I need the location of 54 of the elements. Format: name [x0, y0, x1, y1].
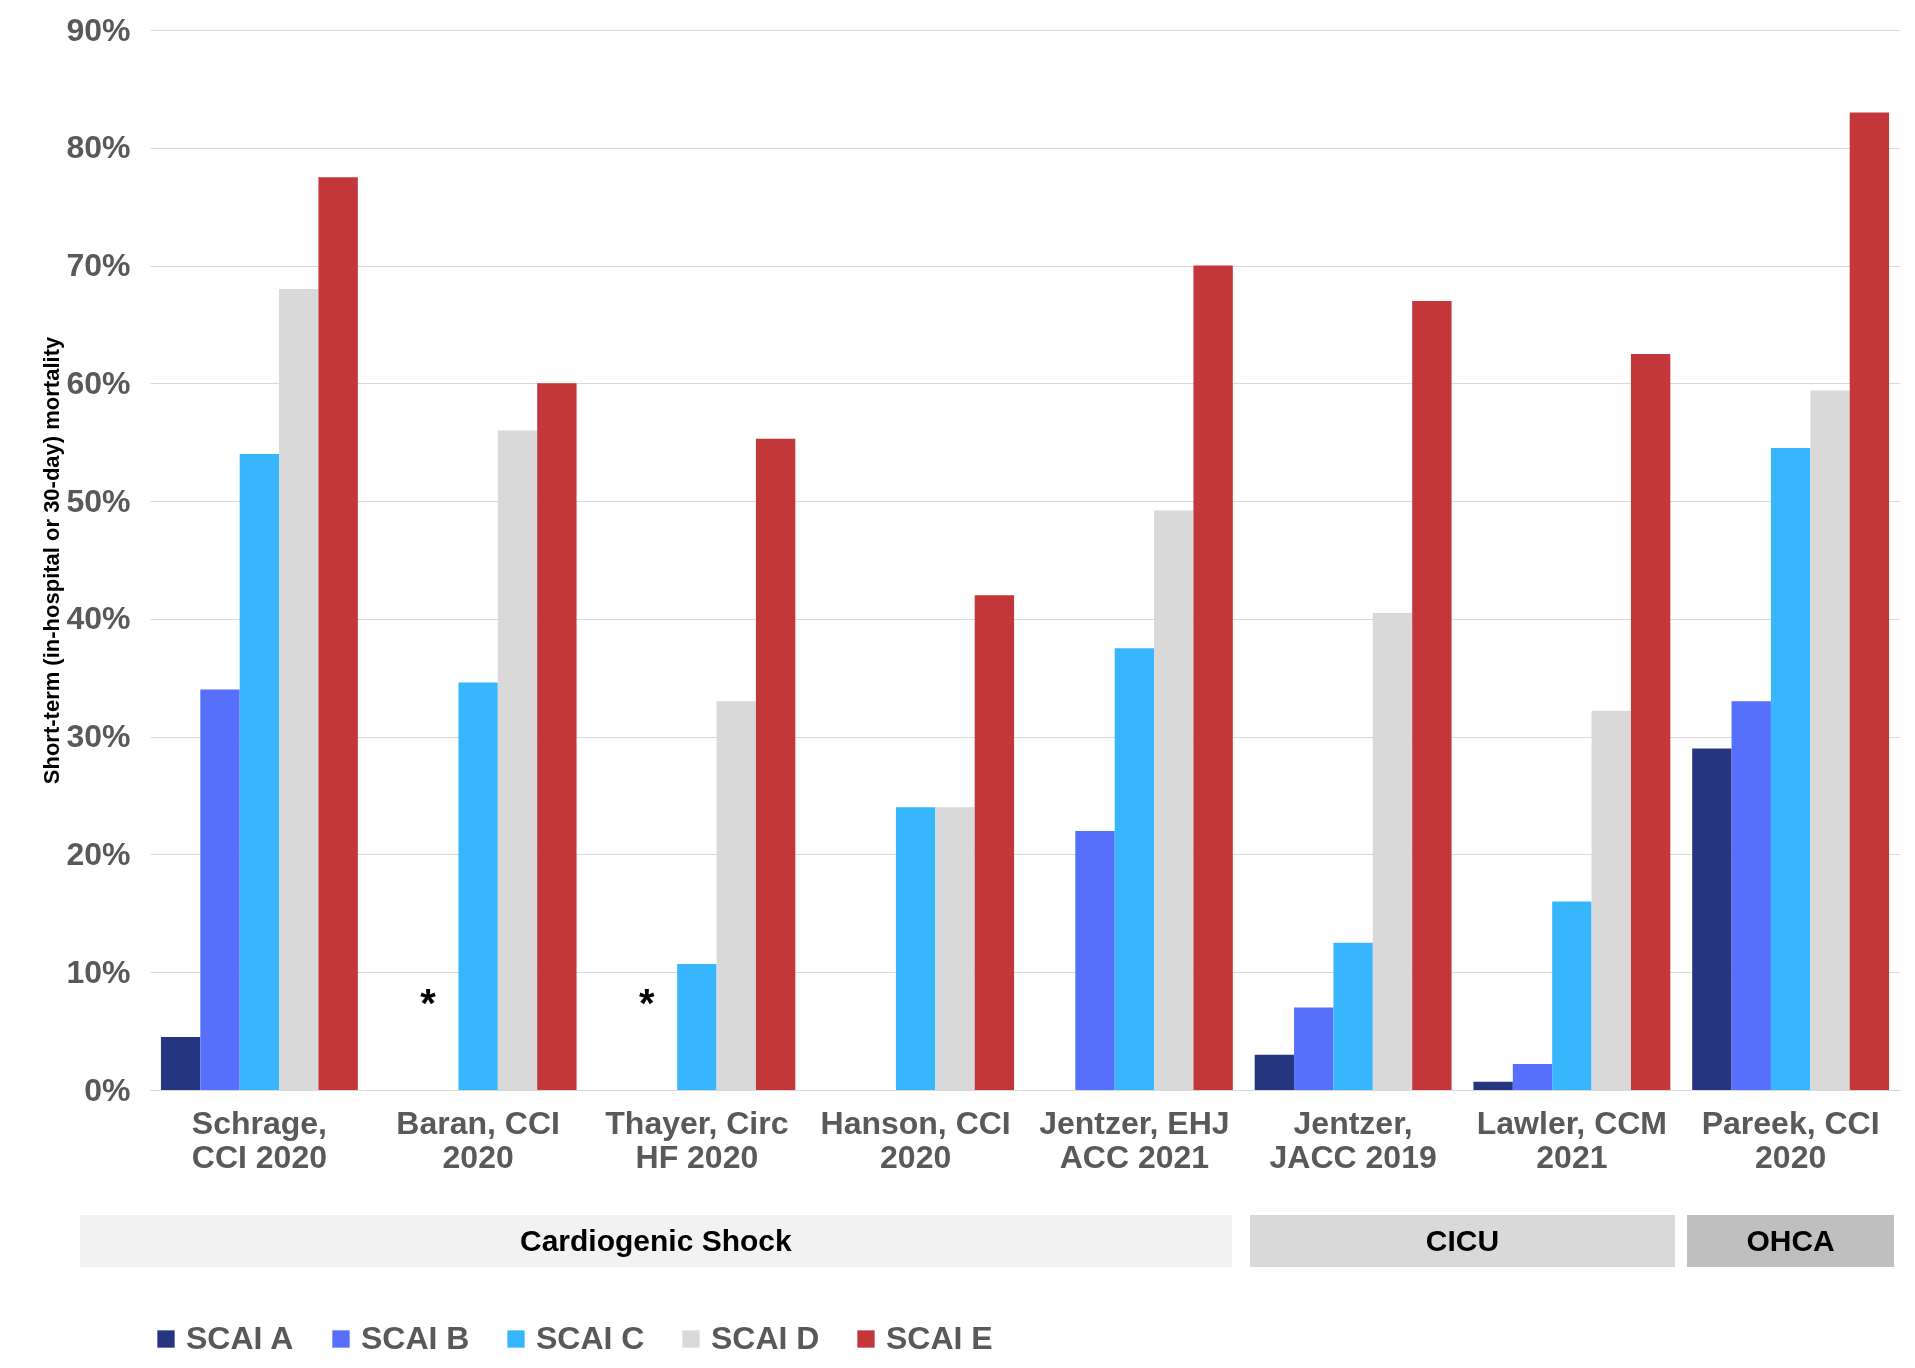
bar: [895, 807, 936, 1090]
bar: [1552, 901, 1592, 1090]
bar: [1849, 112, 1890, 1090]
x-tick-label: Thayer, Circ HF 2020: [605, 1104, 789, 1175]
x-tick-label: Pareek, CCI 2020: [1701, 1104, 1880, 1175]
y-tick-label: 0%: [84, 1071, 131, 1108]
x-tick-label: Jentzer, JACC 2019: [1269, 1104, 1437, 1175]
y-tick-label: 30%: [66, 718, 131, 755]
legend-label: SCAI A: [186, 1320, 294, 1356]
x-tick-label: Jentzer, EHJ ACC 2021: [1039, 1104, 1230, 1175]
bar: [1770, 448, 1811, 1090]
bar: [239, 454, 280, 1090]
bar: [1692, 748, 1732, 1090]
bar: [458, 682, 498, 1090]
y-tick-label: 20%: [66, 835, 131, 872]
bar: [537, 383, 577, 1090]
bar: [200, 689, 240, 1090]
bar: [1731, 701, 1771, 1090]
y-tick-label: 70%: [66, 247, 131, 284]
bar: [1473, 1081, 1513, 1090]
bar: [1333, 942, 1373, 1090]
bar: [1193, 265, 1233, 1090]
x-tick-label: Lawler, CCM 2021: [1476, 1104, 1668, 1175]
annotation: *: [639, 981, 656, 1025]
bar: [1512, 1064, 1553, 1090]
bar: [1412, 300, 1452, 1090]
y-tick-label: 50%: [66, 482, 131, 519]
bar: [1114, 648, 1155, 1090]
x-tick-label: Hanson, CCI 2020: [820, 1104, 1011, 1175]
x-tick-label: Baran, CCI 2020: [396, 1104, 560, 1175]
bar: [160, 1037, 201, 1090]
legend-label: SCAI D: [711, 1320, 820, 1356]
x-tick-label: Schrage, CCI 2020: [191, 1104, 327, 1175]
y-axis-title: Short-term (in-hospital or 30-day) mortality: [39, 336, 65, 785]
text: CICU: [1249, 1215, 1676, 1267]
bar: [1075, 830, 1115, 1090]
bar: [974, 595, 1015, 1090]
y-tick-label: 60%: [66, 364, 131, 401]
text: Cardiogenic Shock: [80, 1215, 1232, 1267]
text: OHCA: [1687, 1215, 1894, 1267]
y-tick-label: 90%: [66, 11, 131, 48]
bar: [1630, 353, 1671, 1090]
legend-label: SCAI B: [361, 1320, 470, 1356]
legend-label: SCAI E: [886, 1320, 993, 1356]
bar: [755, 438, 796, 1090]
bar: [1294, 1007, 1334, 1090]
y-tick-label: 10%: [66, 953, 131, 990]
annotation: *: [420, 981, 437, 1025]
bar: [1254, 1054, 1295, 1090]
y-tick-label: 40%: [66, 600, 131, 637]
bar: [318, 177, 358, 1090]
y-tick-label: 80%: [66, 129, 131, 166]
legend-label: SCAI C: [536, 1320, 645, 1356]
bar: [677, 963, 717, 1090]
